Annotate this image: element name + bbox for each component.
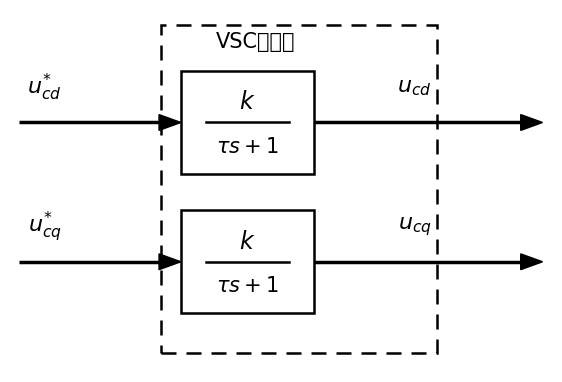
Bar [181, 71, 314, 174]
Text: $u_{cd}$: $u_{cd}$ [397, 76, 432, 99]
Text: $u_{cq}$: $u_{cq}$ [397, 215, 432, 238]
Text: VSC换流器: VSC换流器 [216, 32, 296, 52]
Bar [161, 25, 437, 353]
Text: $k$: $k$ [239, 231, 256, 254]
Text: $\tau s+1$: $\tau s+1$ [216, 276, 279, 296]
Polygon shape [159, 115, 181, 130]
Text: $\tau s+1$: $\tau s+1$ [216, 137, 279, 157]
Polygon shape [521, 254, 542, 270]
Text: $u_{cd}^{*}$: $u_{cd}^{*}$ [27, 72, 62, 103]
Bar [181, 210, 314, 313]
Polygon shape [159, 254, 181, 270]
Polygon shape [521, 115, 542, 130]
Text: $u_{cq}^{*}$: $u_{cq}^{*}$ [28, 210, 61, 244]
Text: $k$: $k$ [239, 91, 256, 115]
